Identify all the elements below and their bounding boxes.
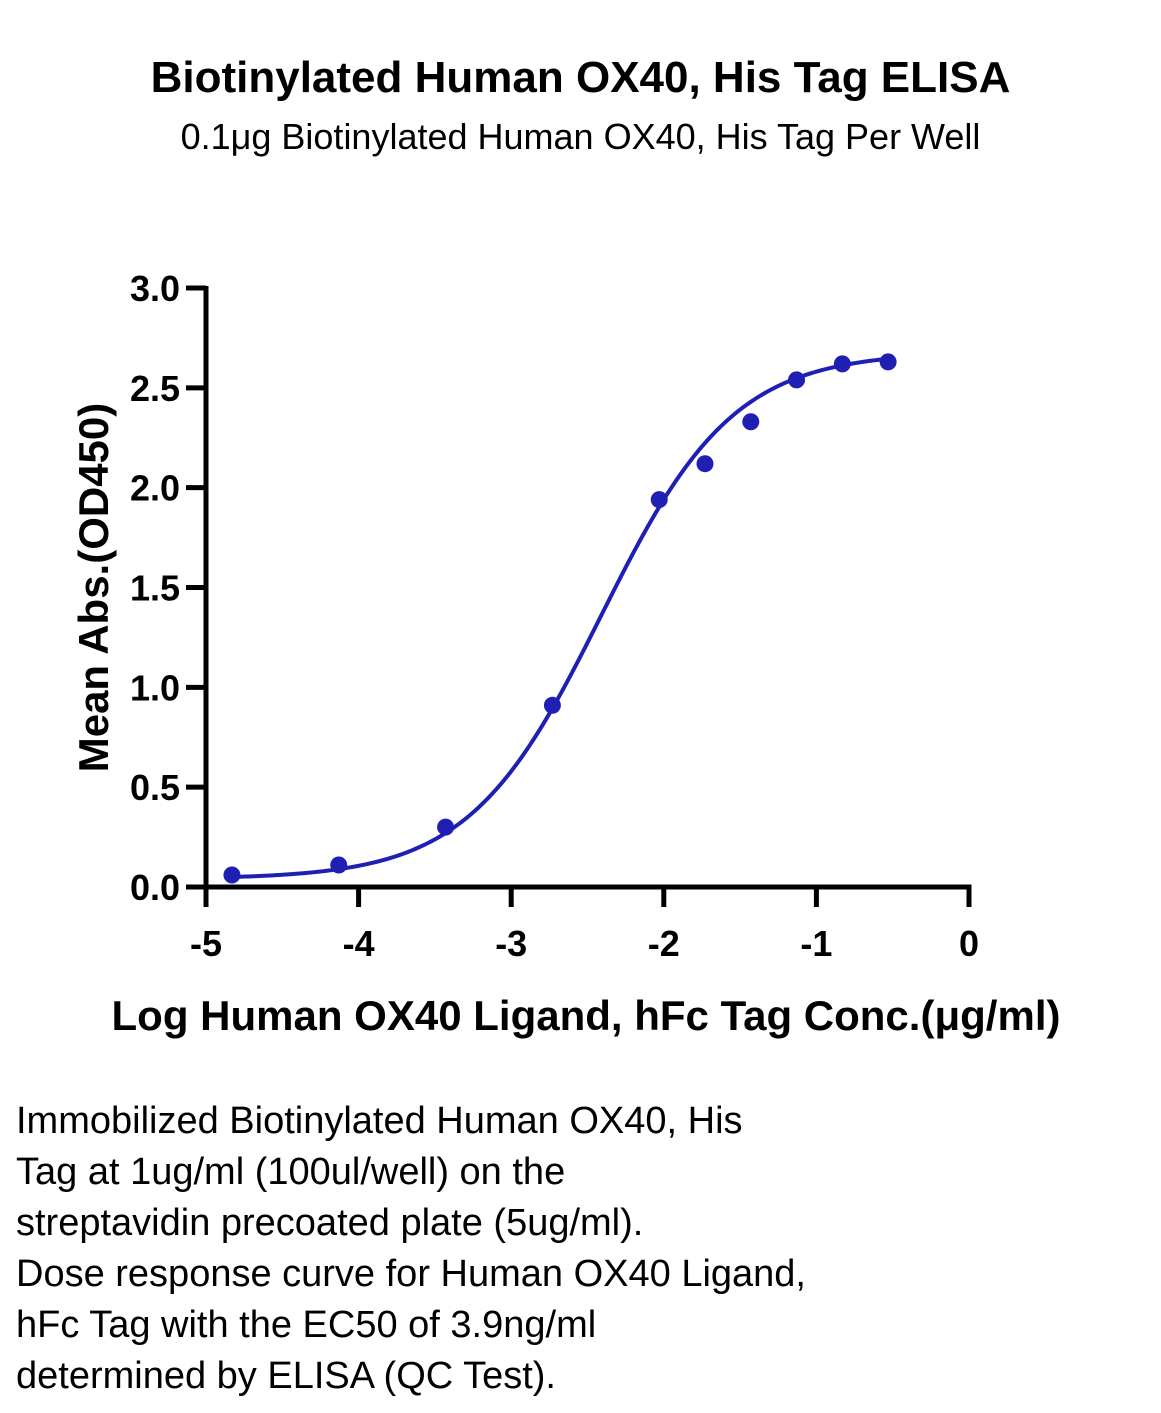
- fit-curve: [229, 356, 891, 880]
- caption-line: hFc Tag with the EC50 of 3.9ng/ml: [16, 1304, 597, 1346]
- y-tick-label: 0.5: [130, 767, 180, 808]
- figure-caption: Immobilized Biotinylated Human OX40, His…: [16, 1096, 1136, 1402]
- data-point: [788, 371, 806, 389]
- data-points-layer: [223, 353, 897, 884]
- x-axis-label: Log Human OX40 Ligand, hFc Tag Conc.(μg/…: [112, 992, 1061, 1039]
- data-point: [833, 355, 851, 373]
- data-point: [543, 696, 561, 714]
- y-tick-label: 1.0: [130, 667, 180, 708]
- x-tick-label: -3: [495, 923, 527, 964]
- data-point: [650, 491, 668, 509]
- data-point: [330, 856, 348, 874]
- data-point: [223, 866, 241, 884]
- x-tick-label: -5: [190, 923, 222, 964]
- y-tick-label: 1.5: [130, 568, 180, 609]
- chart-title: Biotinylated Human OX40, His Tag ELISA: [150, 53, 1011, 102]
- y-tick-label: 2.5: [130, 368, 180, 409]
- axes: 0.0 0.5 1.0 1.5 2.0 2.5 3.0 -5 -4 -3 -2 -1 0: [130, 268, 979, 964]
- y-axis-label: Mean Abs.(OD450): [70, 403, 117, 773]
- y-tick-label: 3.0: [130, 268, 180, 309]
- x-tick-label: -2: [648, 923, 680, 964]
- fit-curve-layer: [229, 356, 891, 880]
- caption-line: Dose response curve for Human OX40 Ligan…: [16, 1253, 806, 1295]
- chart-subtitle: 0.1μg Biotinylated Human OX40, His Tag P…: [180, 116, 981, 157]
- data-point: [742, 413, 760, 431]
- caption-line: Tag at 1ug/ml (100ul/well) on the: [16, 1151, 566, 1193]
- x-tick-label: -4: [343, 923, 375, 964]
- x-tick-label: 0: [959, 923, 979, 964]
- caption-line: determined by ELISA (QC Test).: [16, 1355, 556, 1397]
- data-point: [696, 455, 714, 473]
- dose-response-plot: 0.0 0.5 1.0 1.5 2.0 2.5 3.0 -5 -4 -3 -2 -1 0 Mean Ab…: [70, 268, 1061, 1039]
- caption-line: streptavidin precoated plate (5ug/ml).: [16, 1202, 644, 1244]
- data-point: [437, 818, 455, 836]
- data-point: [879, 353, 897, 371]
- caption-line: Immobilized Biotinylated Human OX40, His: [16, 1100, 743, 1142]
- x-tick-label: -1: [800, 923, 832, 964]
- y-tick-label: 0.0: [130, 867, 180, 908]
- y-tick-label: 2.0: [130, 468, 180, 509]
